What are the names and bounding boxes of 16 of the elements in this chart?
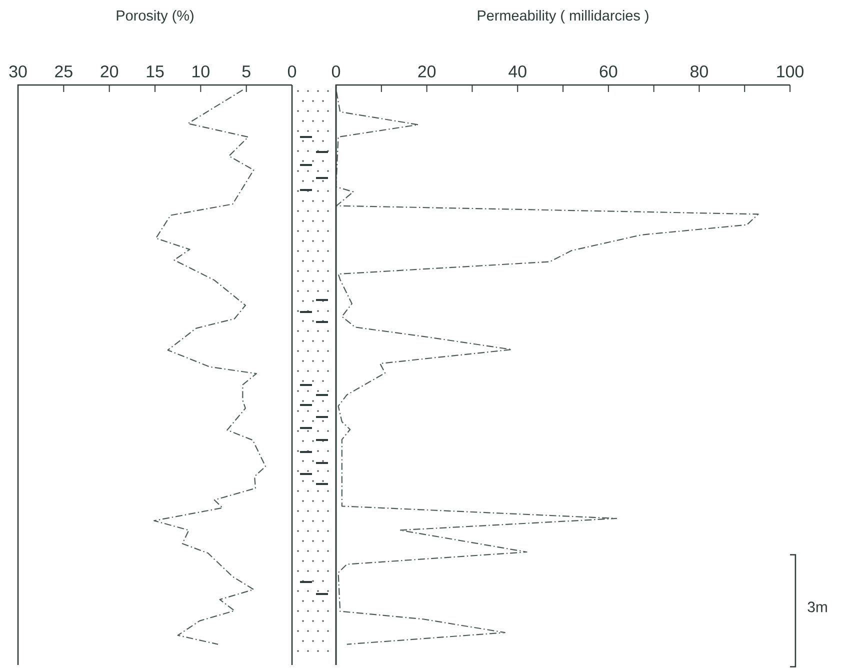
x-tick-label: 15	[146, 66, 164, 78]
x-tick-label: 25	[55, 65, 72, 78]
x-tick-label: 10	[192, 65, 210, 78]
x-tick-label: 80	[690, 65, 708, 78]
x-tick-label: 5	[242, 66, 250, 78]
x-tick-label: 0	[288, 65, 296, 78]
chart-title: Porosity (%)	[116, 10, 194, 24]
text: 3m	[808, 602, 827, 612]
chart-title: Permeability ( millidarcies )	[478, 10, 648, 24]
x-tick-label: 0	[332, 65, 340, 78]
x-tick-label: 60	[600, 65, 618, 78]
x-tick-label: 100	[777, 65, 804, 78]
x-tick-label: 30	[9, 65, 27, 78]
x-tick-label: 20	[418, 65, 436, 78]
x-tick-label: 20	[100, 65, 118, 78]
x-tick-label: 40	[508, 65, 526, 78]
